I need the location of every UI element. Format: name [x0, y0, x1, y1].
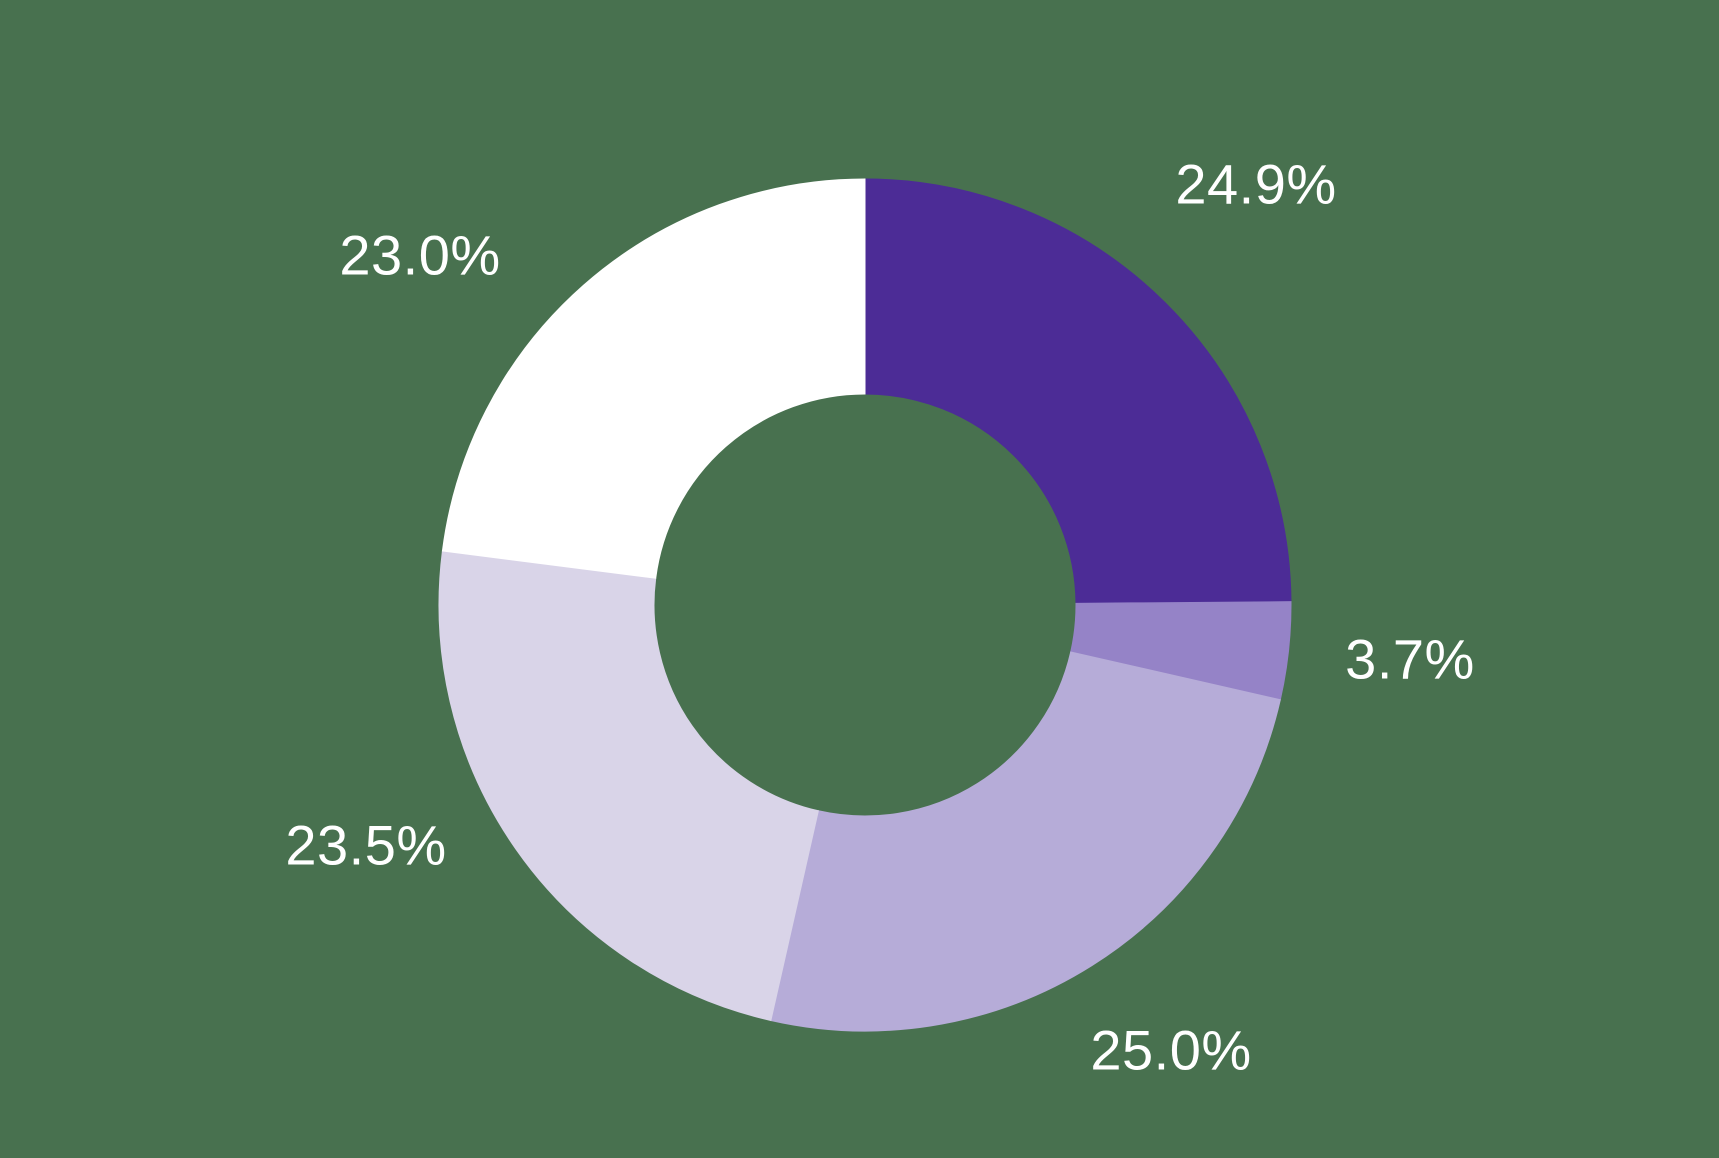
pie-slice-5: [441, 178, 866, 579]
pie-slice-4: [438, 550, 819, 1022]
donut-slices: [438, 178, 1292, 1032]
slice-label-4: 23.5%: [285, 813, 447, 877]
slice-label-1: 24.9%: [1175, 152, 1337, 216]
pie-slice-1: [864, 178, 1292, 604]
slice-label-5: 23.0%: [339, 223, 501, 287]
slice-label-2: 3.7%: [1345, 627, 1475, 691]
pie-slice-3: [770, 651, 1281, 1032]
slice-label-3: 25.0%: [1090, 1018, 1252, 1082]
